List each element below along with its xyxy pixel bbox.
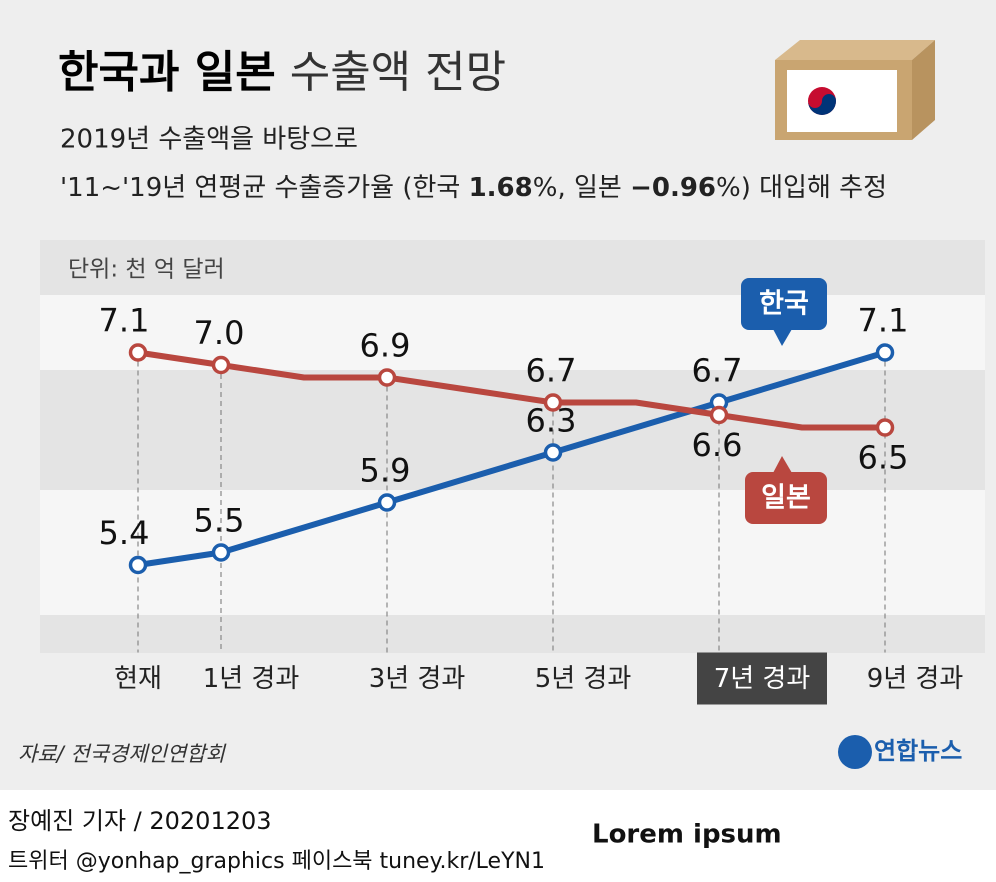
- value-label: 6.7: [692, 352, 743, 390]
- legend-box: [741, 278, 827, 330]
- unit-label: 단위: 천 억 달러: [68, 257, 225, 283]
- band: [40, 615, 985, 653]
- value-label: 5.4: [99, 514, 150, 552]
- value-label: 5.5: [194, 502, 245, 540]
- band: [40, 240, 985, 295]
- source: 자료/ 전국경제인연합회: [18, 742, 227, 766]
- value-label: 6.5: [858, 439, 909, 477]
- value-label: 7.1: [858, 302, 909, 340]
- note: Lorem ipsum: [592, 820, 782, 850]
- marker: [128, 555, 148, 575]
- value-label: 5.9: [360, 452, 411, 490]
- social: 트위터 @yonhap_graphics 페이스북 tuney.kr/LeYN1: [8, 849, 545, 874]
- marker: [211, 355, 231, 375]
- legend-pointer: [773, 329, 792, 346]
- x-tick-label: 9년 경과: [867, 664, 964, 694]
- legend-pointer: [773, 456, 792, 473]
- series-line: [137, 349, 885, 431]
- subtitle-part: %) 대입해 추정: [716, 173, 887, 203]
- marker: [377, 368, 397, 387]
- x-tick-label: 3년 경과: [369, 664, 466, 694]
- x-tick-label: 7년 경과: [714, 664, 811, 694]
- series-line: [137, 349, 886, 568]
- marker: [377, 493, 397, 512]
- marker: [709, 405, 729, 425]
- marker: [875, 343, 895, 362]
- footer-background: [0, 790, 996, 882]
- band: [40, 490, 985, 615]
- value-label: 6.6: [692, 426, 743, 464]
- title-light: 수출액 전망: [290, 47, 506, 98]
- subtitle-part: −0.96: [630, 173, 716, 203]
- value-label: 6.7: [526, 352, 577, 390]
- legend-box: [745, 472, 827, 524]
- title-bold: 한국과 일본: [58, 47, 276, 98]
- subtitle-part: 1.68: [469, 173, 533, 203]
- chart-title: 한국과 일본 수출액 전망: [58, 47, 506, 98]
- legend-label: 한국: [759, 289, 809, 320]
- subtitle-part: %, 일본: [533, 173, 630, 203]
- subtitle: '11~'19년 연평균 수출증가율 (한국 1.68%, 일본 −0.96%)…: [60, 173, 887, 203]
- value-label: 6.9: [360, 327, 411, 365]
- marker: [211, 543, 231, 562]
- subtitle: 2019년 수출액을 바탕으로: [60, 125, 358, 155]
- marker: [128, 343, 148, 362]
- highlight-box: [697, 652, 827, 705]
- byline: 장예진 기자 / 20201203: [8, 807, 272, 835]
- legend-label: 일본: [761, 483, 811, 514]
- subtitle-part: '11~'19년 연평균 수출증가율 (한국: [60, 173, 469, 203]
- logo: 연합뉴스: [838, 735, 962, 769]
- marker: [875, 418, 895, 437]
- marker: [543, 443, 563, 462]
- value-label: 7.1: [99, 302, 150, 340]
- marker: [543, 393, 563, 412]
- x-tick-label: 5년 경과: [535, 664, 632, 694]
- band: [40, 295, 985, 370]
- x-tick-label: 현재: [114, 664, 162, 694]
- x-tick-label: 1년 경과: [203, 664, 300, 694]
- logo-text: 연합뉴스: [874, 737, 962, 765]
- value-label: 7.0: [194, 314, 245, 352]
- box-icon: [775, 40, 935, 140]
